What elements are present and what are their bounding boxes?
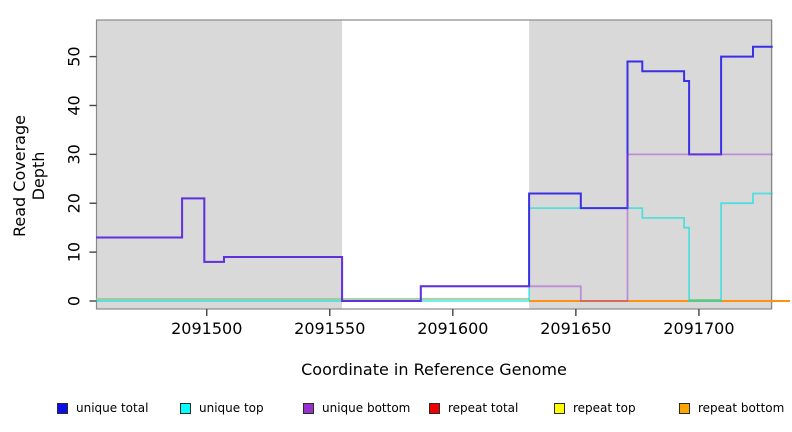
legend-item-repeat-total: repeat total [429,399,518,417]
y-tick-label: 20 [65,193,84,213]
x-tick-label: 2091700 [663,319,734,338]
legend-item-unique-top: unique top [180,399,264,417]
legend-swatch-icon [180,402,191,414]
y-tick-label: 30 [65,144,84,164]
x-tick-label: 2091500 [171,319,242,338]
series-unique-top [96,192,773,302]
legend-swatch-icon [554,402,565,414]
y-tick-label: 40 [65,95,84,115]
x-tick-label: 2091600 [417,319,488,338]
x-tick-label: 2091550 [294,319,365,338]
plot-box-border [95,19,773,310]
series-unique-total [96,45,773,302]
legend-label: repeat bottom [698,401,785,415]
x-axis-title: Coordinate in Reference Genome [301,360,567,379]
legend-swatch-icon [679,402,690,414]
series-unique-bottom [96,153,773,302]
y-tick-label: 0 [65,296,84,306]
y-tick-label: 50 [65,46,84,66]
legend-swatch-icon [429,402,440,414]
repeat-region-shading [96,20,343,309]
x-tick-label: 2091650 [540,319,611,338]
repeat-region-shading [529,20,773,309]
legend-label: repeat total [448,401,519,415]
plot-area: 2091500 2091550 2091600 2091650 2091700 0 10 20… [65,19,790,338]
legend-swatch-icon [57,402,68,414]
legend-label: repeat top [573,401,636,415]
legend-swatch-icon [303,402,314,414]
legend: unique total unique top unique bottom repea… [0,399,792,421]
legend-label: unique top [199,401,264,415]
legend-item-unique-bottom: unique bottom [303,399,410,417]
legend-item-repeat-bottom: repeat bottom [679,399,784,417]
y-axis-title: Read Coverage Depth [10,115,48,237]
legend-label: unique total [76,401,149,415]
legend-item-repeat-top: repeat top [554,399,636,417]
legend-item-unique-total: unique total [57,399,148,417]
legend-label: unique bottom [322,401,411,415]
y-tick-label: 10 [65,242,84,262]
